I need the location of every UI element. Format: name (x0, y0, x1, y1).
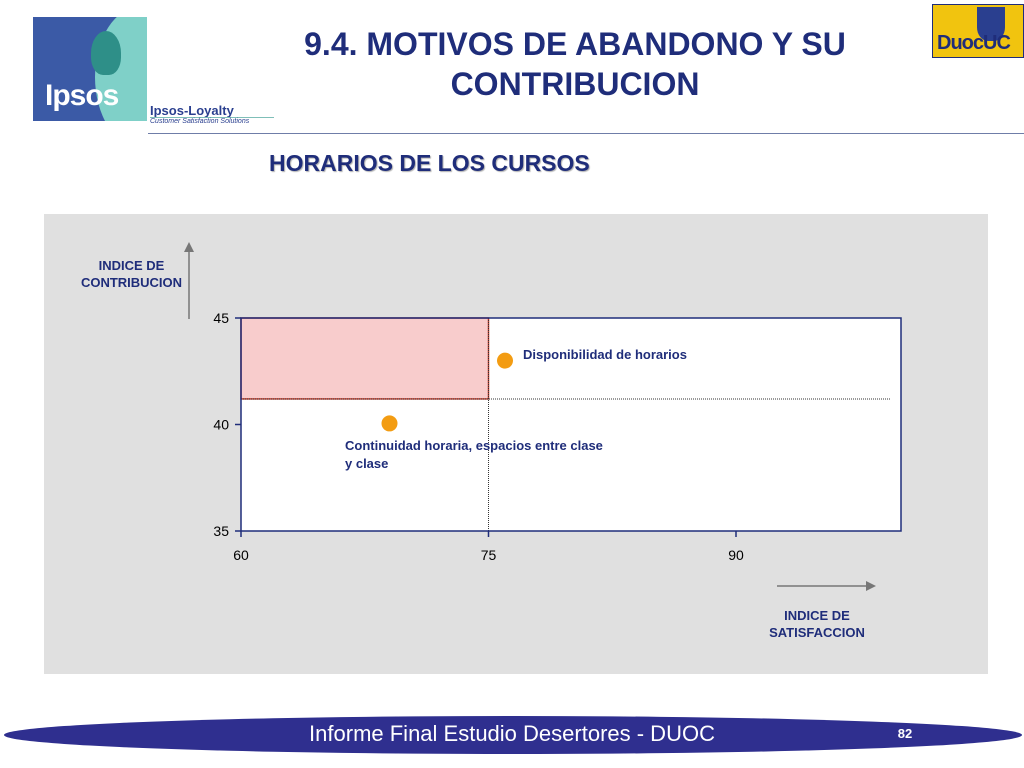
page-title: 9.4. MOTIVOS DE ABANDONO Y SU CONTRIBUCI… (304, 26, 846, 102)
y-tick-label: 45 (213, 310, 229, 326)
page-number: 82 (897, 726, 913, 741)
footer-bar (4, 716, 1022, 754)
chart-panel: 35 40 45 60 75 90 INDICE DE CONTRIBUCION INDI… (44, 214, 988, 674)
ipsos-logo: Ipsos (33, 17, 147, 121)
duoc-crest-icon (977, 7, 1005, 41)
brand-underline (150, 117, 274, 118)
footer-text: Informe Final Estudio Desertores - DUOC (309, 721, 715, 746)
x-tick-label: 90 (728, 547, 744, 563)
duoc-logo-text: DuocUC (937, 32, 1011, 54)
ipsos-loyalty-tagline: Customer Satisfaction Solutions (150, 118, 250, 125)
point-label-disponibilidad: Disponibilidad de horarios (523, 347, 687, 362)
x-tick-label: 60 (233, 547, 249, 563)
x-axis-title: INDICE DE SATISFACCION (769, 608, 865, 640)
y-tick-label: 35 (213, 523, 229, 539)
logo-face-silhouette (91, 31, 121, 75)
y-tick-label: 40 (213, 417, 229, 433)
highlight-region (240, 317, 490, 400)
point-label-continuidad: Continuidad horaria, espacios entre clas… (345, 438, 603, 471)
x-tick-label: 75 (481, 547, 497, 563)
x-axis-arrow-head (866, 581, 876, 591)
header-divider (148, 133, 1024, 134)
section-title: HORARIOS DE LOS CURSOS (269, 150, 590, 176)
y-axis-arrow-head (184, 242, 194, 252)
ipsos-logo-text: Ipsos (45, 79, 119, 112)
y-axis-title: INDICE DE CONTRIBUCION (80, 258, 183, 290)
scatter-chart: 35 40 45 60 75 90 (184, 242, 902, 591)
data-point-2 (381, 415, 398, 432)
duoc-logo: DuocUC (932, 4, 1024, 58)
ipsos-loyalty-brand: Ipsos-Loyalty (150, 103, 234, 118)
data-point-1 (497, 352, 513, 369)
